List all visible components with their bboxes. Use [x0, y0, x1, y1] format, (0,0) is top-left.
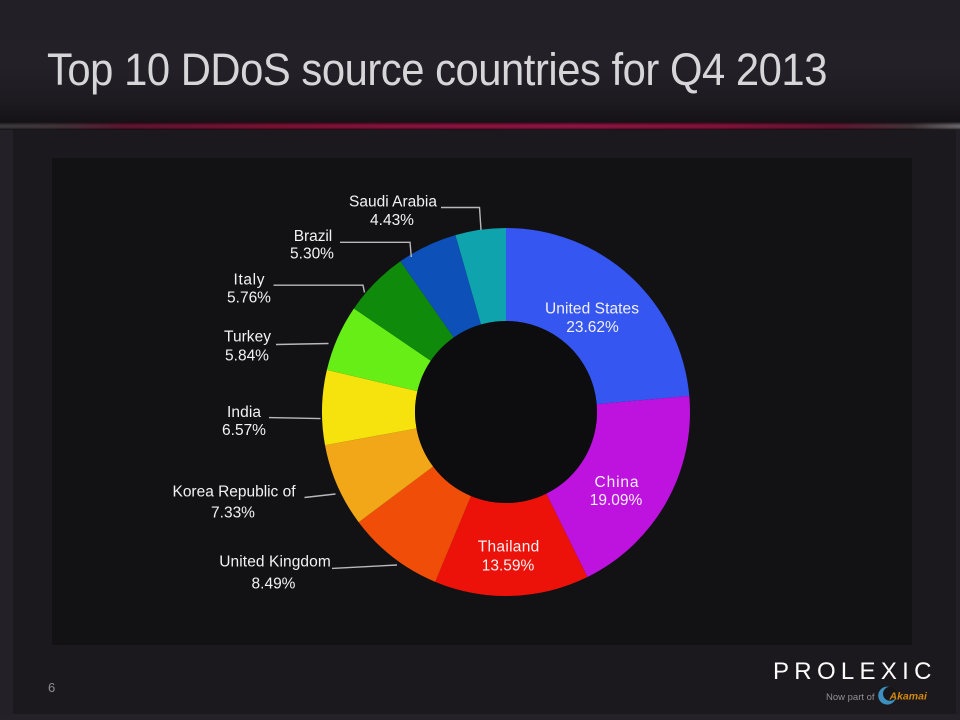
svg-text:6.57%: 6.57% [222, 422, 266, 439]
svg-text:Brazil: Brazil [294, 228, 333, 245]
svg-text:China: China [595, 474, 639, 491]
svg-text:Akamai: Akamai [889, 691, 928, 703]
svg-text:5.30%: 5.30% [290, 246, 334, 263]
svg-text:4.43%: 4.43% [370, 212, 414, 229]
svg-text:7.33%: 7.33% [211, 505, 255, 522]
svg-text:Italy: Italy [234, 272, 265, 289]
svg-text:19.09%: 19.09% [590, 492, 643, 509]
svg-text:United States: United States [545, 301, 639, 318]
svg-text:Turkey: Turkey [224, 329, 271, 346]
svg-text:Thailand: Thailand [478, 539, 540, 556]
svg-text:23.62%: 23.62% [566, 319, 619, 336]
svg-text:8.49%: 8.49% [252, 576, 296, 593]
svg-text:13.59%: 13.59% [482, 558, 535, 575]
svg-text:United Kingdom: United Kingdom [219, 554, 331, 571]
svg-text:Korea Republic of: Korea Republic of [173, 484, 297, 501]
svg-text:Saudi Arabia: Saudi Arabia [349, 194, 437, 211]
svg-text:5.76%: 5.76% [227, 290, 271, 307]
svg-text:India: India [227, 404, 261, 421]
svg-text:5.84%: 5.84% [225, 348, 269, 365]
